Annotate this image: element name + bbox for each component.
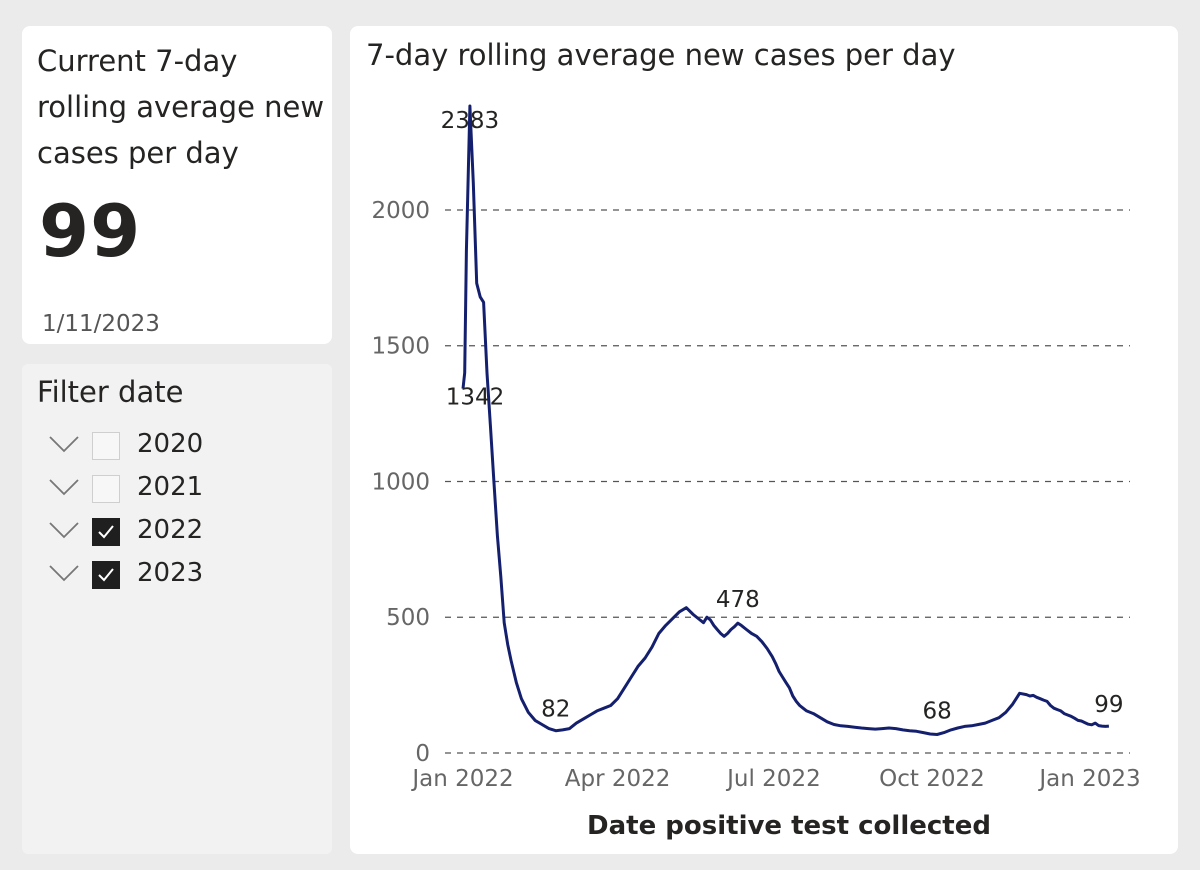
y-tick-label: 1000 xyxy=(371,469,430,495)
filter-item-label: 2021 xyxy=(137,472,204,502)
checkbox-2022[interactable] xyxy=(92,518,120,546)
checkmark-icon xyxy=(98,525,114,539)
x-axis-title: Date positive test collected xyxy=(587,811,991,841)
kpi-title: Current 7-day rolling average new cases … xyxy=(37,44,325,170)
x-tick-label: Jul 2022 xyxy=(725,766,821,792)
checkmark-icon xyxy=(98,568,114,582)
data-label: 478 xyxy=(716,587,760,613)
checkbox-2021[interactable] xyxy=(92,475,120,503)
line-chart[interactable]: 0 500 1000 1500 2000 Jan 2022 Apr 2022 Jul 202… xyxy=(350,26,1178,854)
y-tick-label: 1500 xyxy=(371,334,430,360)
x-axis: Jan 2022 Apr 2022 Jul 2022 Oct 2022 Jan 2023 xyxy=(410,766,1140,792)
data-label: 68 xyxy=(922,699,951,725)
y-tick-label: 500 xyxy=(386,605,430,631)
filter-date-panel: Filter date 2020 2021 2022 2023 xyxy=(22,364,332,854)
filter-item-label: 2022 xyxy=(137,515,204,545)
filter-item-2022[interactable]: 2022 xyxy=(22,515,322,551)
chevron-down-icon[interactable] xyxy=(47,520,81,540)
chevron-down-icon[interactable] xyxy=(47,563,81,583)
chart-title: 7-day rolling average new cases per day xyxy=(366,38,956,72)
x-tick-label: Apr 2022 xyxy=(565,766,671,792)
filter-item-2023[interactable]: 2023 xyxy=(22,558,322,594)
y-tick-label: 2000 xyxy=(371,198,430,224)
checkbox-2023[interactable] xyxy=(92,561,120,589)
x-tick-label: Jan 2022 xyxy=(410,766,513,792)
series-line[interactable] xyxy=(461,104,1110,736)
gridlines xyxy=(445,209,1130,754)
line-chart-card: 7-day rolling average new cases per day … xyxy=(350,26,1178,854)
data-label: 2383 xyxy=(441,108,500,134)
chevron-down-icon[interactable] xyxy=(47,434,81,454)
filter-item-2020[interactable]: 2020 xyxy=(22,429,322,465)
filter-item-label: 2020 xyxy=(137,429,204,459)
chevron-down-icon[interactable] xyxy=(47,477,81,497)
kpi-card: Current 7-day rolling average new cases … xyxy=(22,26,332,344)
y-axis: 0 500 1000 1500 2000 xyxy=(371,198,430,767)
y-tick-label: 0 xyxy=(415,741,430,767)
data-label: 1342 xyxy=(446,385,505,411)
data-labels: 2383 1342 82 478 68 99 xyxy=(441,108,1124,725)
filter-item-2021[interactable]: 2021 xyxy=(22,472,322,508)
data-label: 82 xyxy=(541,697,570,723)
x-tick-label: Oct 2022 xyxy=(879,766,985,792)
checkbox-2020[interactable] xyxy=(92,432,120,460)
data-label: 99 xyxy=(1094,692,1123,718)
kpi-value: 99 xyxy=(39,189,142,273)
x-tick-label: Jan 2023 xyxy=(1037,766,1140,792)
filter-title: Filter date xyxy=(37,375,184,409)
kpi-date: 1/11/2023 xyxy=(42,311,160,337)
filter-item-label: 2023 xyxy=(137,558,204,588)
